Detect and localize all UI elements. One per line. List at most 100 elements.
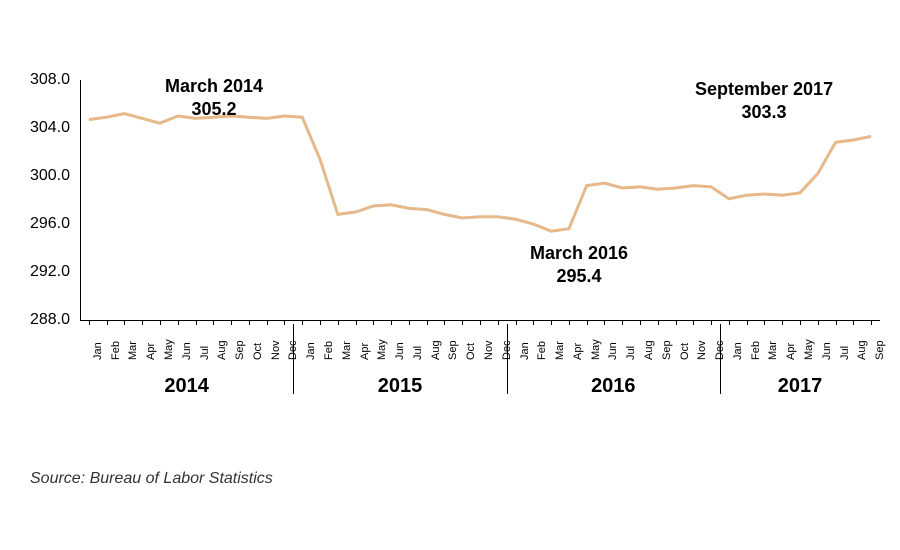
- x-tick-mark: [693, 320, 694, 325]
- year-separator: [720, 324, 721, 394]
- annotation-value: 305.2: [165, 98, 263, 121]
- y-tick-label: 308.0: [30, 71, 70, 89]
- x-tick-mark: [551, 320, 552, 325]
- x-tick-mark: [338, 320, 339, 325]
- x-tick-label: Feb: [536, 341, 548, 360]
- source-text: Source: Bureau of Labor Statistics: [30, 470, 273, 488]
- x-tick-mark: [800, 320, 801, 325]
- x-tick-mark: [89, 320, 90, 325]
- annotation-value: 295.4: [530, 265, 628, 288]
- x-tick-mark: [178, 320, 179, 325]
- x-tick-mark: [142, 320, 143, 325]
- x-tick-label: Mar: [767, 341, 779, 360]
- x-tick-label: Jul: [412, 346, 424, 360]
- x-tick-mark: [818, 320, 819, 325]
- x-tick-mark: [107, 320, 108, 325]
- x-tick-label: Sep: [447, 340, 459, 360]
- x-tick-mark: [284, 320, 285, 325]
- x-tick-mark: [498, 320, 499, 325]
- x-tick-label: Jul: [839, 346, 851, 360]
- x-tick-label: Apr: [572, 343, 584, 360]
- x-tick-label: Oct: [465, 343, 477, 360]
- x-tick-label: Nov: [483, 340, 495, 360]
- x-tick-label: Aug: [430, 340, 442, 360]
- x-tick-label: May: [163, 339, 175, 360]
- year-separator: [507, 324, 508, 394]
- x-tick-label: Jan: [519, 342, 531, 360]
- x-tick-mark: [853, 320, 854, 325]
- annotation-value: 303.3: [695, 101, 833, 124]
- x-tick-label: Aug: [643, 340, 655, 360]
- y-tick-label: 296.0: [30, 215, 70, 233]
- x-tick-label: Feb: [750, 341, 762, 360]
- x-tick-mark: [320, 320, 321, 325]
- year-separator: [293, 324, 294, 394]
- x-tick-mark: [160, 320, 161, 325]
- x-tick-mark: [516, 320, 517, 325]
- x-tick-label: Feb: [110, 341, 122, 360]
- x-tick-mark: [836, 320, 837, 325]
- x-tick-mark: [373, 320, 374, 325]
- x-tick-label: Apr: [145, 343, 157, 360]
- x-tick-label: Sep: [234, 340, 246, 360]
- x-tick-label: Feb: [323, 341, 335, 360]
- x-tick-mark: [213, 320, 214, 325]
- x-tick-mark: [533, 320, 534, 325]
- x-tick-mark: [444, 320, 445, 325]
- x-tick-mark: [587, 320, 588, 325]
- y-axis-line: [80, 80, 81, 320]
- x-tick-mark: [196, 320, 197, 325]
- x-tick-label: Jan: [305, 342, 317, 360]
- x-tick-label: Jun: [181, 342, 193, 360]
- x-tick-label: Jul: [625, 346, 637, 360]
- x-tick-mark: [764, 320, 765, 325]
- annotation-label: September 2017: [695, 78, 833, 101]
- x-tick-label: Nov: [696, 340, 708, 360]
- x-tick-mark: [658, 320, 659, 325]
- annotation-label: March 2014: [165, 75, 263, 98]
- x-tick-label: May: [803, 339, 815, 360]
- y-tick-label: 304.0: [30, 119, 70, 137]
- x-tick-mark: [356, 320, 357, 325]
- x-tick-mark: [480, 320, 481, 325]
- x-tick-label: Sep: [874, 340, 886, 360]
- x-tick-label: Jun: [394, 342, 406, 360]
- chart-annotation: March 2016295.4: [530, 242, 628, 287]
- x-tick-mark: [409, 320, 410, 325]
- x-tick-mark: [640, 320, 641, 325]
- x-tick-label: Jul: [199, 346, 211, 360]
- x-tick-mark: [569, 320, 570, 325]
- year-label: 2016: [507, 375, 720, 398]
- y-tick-label: 288.0: [30, 311, 70, 329]
- data-line: [89, 114, 871, 232]
- x-tick-mark: [622, 320, 623, 325]
- x-tick-mark: [711, 320, 712, 325]
- x-tick-mark: [604, 320, 605, 325]
- x-tick-mark: [782, 320, 783, 325]
- x-tick-label: Oct: [252, 343, 264, 360]
- plot-area: March 2014305.2March 2016295.4September …: [80, 80, 880, 320]
- x-tick-mark: [676, 320, 677, 325]
- x-tick-mark: [427, 320, 428, 325]
- x-tick-mark: [871, 320, 872, 325]
- x-tick-label: Nov: [270, 340, 282, 360]
- x-tick-mark: [729, 320, 730, 325]
- chart-container: 288.0292.0296.0300.0304.0308.0 March 201…: [20, 80, 880, 440]
- x-tick-label: Mar: [554, 341, 566, 360]
- x-tick-label: Apr: [785, 343, 797, 360]
- x-tick-mark: [747, 320, 748, 325]
- x-tick-label: May: [376, 339, 388, 360]
- x-tick-mark: [302, 320, 303, 325]
- x-tick-label: May: [590, 339, 602, 360]
- x-tick-label: Apr: [359, 343, 371, 360]
- x-tick-label: Jun: [821, 342, 833, 360]
- chart-annotation: March 2014305.2: [165, 75, 263, 120]
- annotation-label: March 2016: [530, 242, 628, 265]
- x-tick-mark: [267, 320, 268, 325]
- year-label: 2014: [80, 375, 293, 398]
- x-tick-label: Mar: [341, 341, 353, 360]
- y-tick-label: 292.0: [30, 263, 70, 281]
- x-tick-mark: [462, 320, 463, 325]
- x-tick-label: Jan: [92, 342, 104, 360]
- year-label: 2017: [720, 375, 880, 398]
